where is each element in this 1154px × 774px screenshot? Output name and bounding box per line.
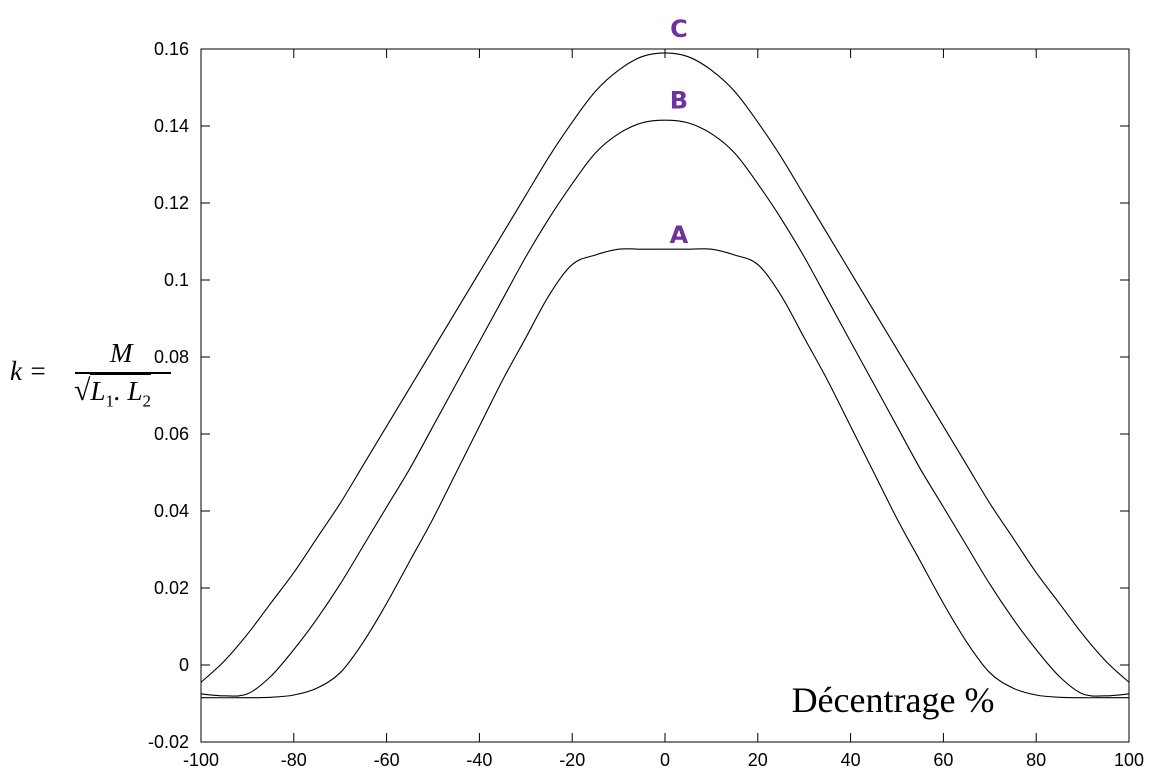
x-tick-label: -80	[281, 750, 307, 770]
y-tick-label: 0.04	[154, 501, 189, 521]
x-tick-label: 80	[1026, 750, 1046, 770]
y-axis-label: k = M √L1. L2	[2, 338, 172, 418]
x-tick-label: 0	[660, 750, 670, 770]
series-line-a	[200, 248, 1129, 699]
y-tick-label: 0.16	[154, 39, 189, 59]
tick-labels: -100 -80 -60 -40 -20 0 20 40 60 80 100 -0.02 0 0.02 0.…	[148, 15, 1144, 770]
x-tick-label: -60	[374, 750, 400, 770]
series-line-c	[200, 52, 1130, 683]
radicand: L1. L2	[90, 373, 152, 411]
y-axis-label-numerator: M	[110, 338, 133, 368]
x-axis-label: Décentrage %	[792, 680, 995, 720]
series-curves	[200, 52, 1130, 699]
axis-ticks	[200, 48, 1130, 743]
fraction-bar	[75, 372, 171, 374]
x-tick-label: 60	[933, 750, 953, 770]
x-tick-label: 20	[748, 750, 768, 770]
x-tick-label: -20	[559, 750, 585, 770]
y-tick-label: -0.02	[148, 732, 189, 752]
y-tick-label: 0.02	[154, 578, 189, 598]
x-tick-label: -40	[466, 750, 492, 770]
y-tick-label: 0	[179, 655, 189, 675]
y-tick-label: 0.08	[154, 347, 189, 367]
series-label-b: B	[670, 86, 688, 114]
series-line-b	[200, 119, 1130, 697]
y-tick-label: 0.1	[164, 270, 189, 290]
radicand-text: L1. L2	[90, 376, 152, 411]
series-label-a: A	[670, 221, 689, 249]
sqrt-icon: √	[74, 374, 91, 407]
y-tick-label: 0.12	[154, 193, 189, 213]
x-tick-label: 100	[1114, 750, 1144, 770]
y-axis-label-lhs: k =	[10, 356, 47, 386]
x-tick-label: 40	[841, 750, 861, 770]
y-tick-label: 0.06	[154, 424, 189, 444]
y-tick-label: 0.14	[154, 116, 189, 136]
plot-area-frame	[200, 48, 1130, 743]
series-label-c: C	[670, 15, 688, 43]
y-axis-label-denominator: √L1. L2	[74, 373, 152, 411]
x-tick-label: -100	[183, 750, 219, 770]
